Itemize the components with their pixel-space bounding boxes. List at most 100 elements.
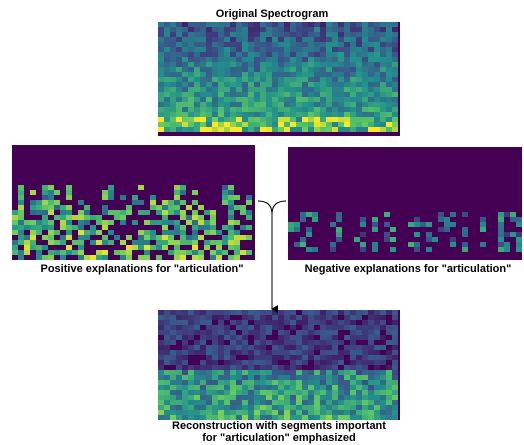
spectrogram-cell: [240, 210, 246, 215]
spectrogram-cell: [278, 365, 284, 370]
spectrogram-cell: [144, 250, 150, 255]
spectrogram-cell: [188, 97, 194, 102]
spectrogram-cell: [374, 27, 380, 32]
spectrogram-cell: [212, 395, 218, 400]
spectrogram-cell: [176, 72, 182, 77]
spectrogram-cell: [308, 27, 314, 32]
spectrogram-cell: [278, 350, 284, 355]
spectrogram-cell: [302, 97, 308, 102]
spectrogram-cell: [326, 335, 332, 340]
spectrogram-cell: [444, 227, 450, 232]
spectrogram-cell: [284, 67, 290, 72]
spectrogram-cell: [182, 62, 188, 67]
spectrogram-cell: [284, 405, 290, 410]
spectrogram-cell: [192, 250, 198, 255]
spectrogram-cell: [158, 92, 164, 97]
spectrogram-cell: [254, 390, 260, 395]
spectrogram-cell: [392, 62, 398, 67]
spectrogram-cell: [284, 340, 290, 345]
spectrogram-cell: [180, 210, 186, 215]
spectrogram-cell: [392, 390, 398, 395]
spectrogram-cell: [158, 127, 164, 132]
spectrogram-cell: [278, 37, 284, 42]
spectrogram-cell: [302, 330, 308, 335]
spectrogram-cell: [278, 127, 284, 132]
spectrogram-cell: [300, 217, 306, 222]
spectrogram-cell: [498, 232, 504, 237]
spectrogram-cell: [290, 62, 296, 67]
spectrogram-cell: [362, 112, 368, 117]
spectrogram-cell: [242, 315, 248, 320]
spectrogram-cell: [284, 370, 290, 375]
spectrogram-cell: [194, 97, 200, 102]
spectrogram-cell: [290, 37, 296, 42]
spectrogram-cell: [296, 360, 302, 365]
spectrogram-cell: [188, 127, 194, 132]
spectrogram-cell: [326, 27, 332, 32]
spectrogram-cell: [182, 320, 188, 325]
spectrogram-cell: [84, 210, 90, 215]
spectrogram-cell: [320, 360, 326, 365]
spectrogram-cell: [150, 205, 156, 210]
spectrogram-cell: [516, 242, 522, 247]
spectrogram-cell: [162, 215, 168, 220]
spectrogram-cell: [272, 390, 278, 395]
spectrogram-cell: [272, 345, 278, 350]
spectrogram-cell: [66, 225, 72, 230]
spectrogram-cell: [308, 57, 314, 62]
spectrogram-cell: [162, 220, 168, 225]
spectrogram-cell: [42, 190, 48, 195]
spectrogram-cell: [300, 237, 306, 242]
spectrogram-cell: [198, 255, 204, 260]
spectrogram-cell: [240, 235, 246, 240]
spectrogram-cell: [320, 112, 326, 117]
spectrogram-cell: [212, 102, 218, 107]
spectrogram-cell: [350, 92, 356, 97]
spectrogram-cell: [308, 315, 314, 320]
spectrogram-cell: [206, 67, 212, 72]
spectrogram-cell: [314, 122, 320, 127]
spectrogram-cell: [48, 225, 54, 230]
spectrogram-cell: [192, 225, 198, 230]
spectrogram-cell: [308, 375, 314, 380]
spectrogram-cell: [338, 42, 344, 47]
spectrogram-cell: [84, 220, 90, 225]
spectrogram-cell: [188, 380, 194, 385]
bracket: [257, 200, 287, 215]
spectrogram-cell: [206, 380, 212, 385]
spectrogram-cell: [332, 42, 338, 47]
spectrogram-cell: [102, 250, 108, 255]
spectrogram-cell: [260, 72, 266, 77]
spectrogram-cell: [170, 400, 176, 405]
spectrogram-cell: [272, 310, 278, 315]
spectrogram-cell: [314, 405, 320, 410]
spectrogram-cell: [212, 380, 218, 385]
spectrogram-cell: [296, 350, 302, 355]
spectrogram-cell: [302, 310, 308, 315]
spectrogram-cell: [242, 380, 248, 385]
spectrogram-cell: [200, 320, 206, 325]
spectrogram-cell: [356, 82, 362, 87]
spectrogram-cell: [242, 32, 248, 37]
spectrogram-cell: [120, 210, 126, 215]
spectrogram-cell: [380, 360, 386, 365]
spectrogram-cell: [356, 97, 362, 102]
spectrogram-cell: [212, 107, 218, 112]
spectrogram-cell: [188, 375, 194, 380]
spectrogram-cell: [164, 340, 170, 345]
spectrogram-cell: [218, 22, 224, 27]
spectrogram-cell: [338, 127, 344, 132]
spectrogram-cell: [188, 47, 194, 52]
spectrogram-cell: [278, 340, 284, 345]
spectrogram-cell: [314, 315, 320, 320]
spectrogram-cell: [368, 370, 374, 375]
spectrogram-cell: [176, 335, 182, 340]
spectrogram-cell: [368, 72, 374, 77]
spectrogram-cell: [242, 320, 248, 325]
spectrogram-cell: [248, 395, 254, 400]
spectrogram-cell: [158, 350, 164, 355]
spectrogram-cell: [170, 370, 176, 375]
spectrogram-cell: [272, 27, 278, 32]
spectrogram-cell: [242, 67, 248, 72]
spectrogram-cell: [206, 335, 212, 340]
